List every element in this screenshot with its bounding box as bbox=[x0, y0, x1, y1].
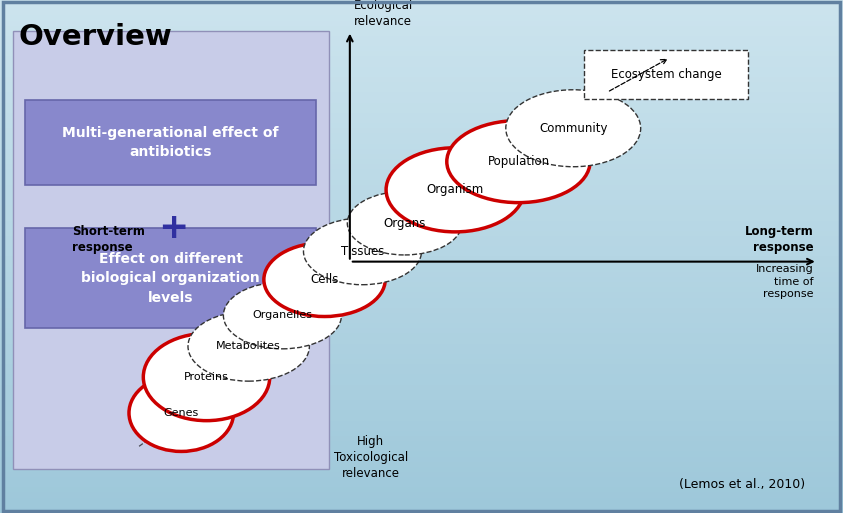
Ellipse shape bbox=[506, 90, 641, 167]
Text: Long-term
response: Long-term response bbox=[744, 225, 813, 254]
FancyBboxPatch shape bbox=[584, 50, 749, 98]
Ellipse shape bbox=[447, 121, 590, 203]
Ellipse shape bbox=[129, 374, 234, 451]
Text: Increasing
Ecological
relevance: Increasing Ecological relevance bbox=[354, 0, 415, 28]
FancyBboxPatch shape bbox=[13, 31, 329, 469]
Text: Increasing
time of
response: Increasing time of response bbox=[755, 264, 813, 299]
FancyBboxPatch shape bbox=[25, 228, 316, 328]
Ellipse shape bbox=[386, 148, 524, 232]
Text: Population: Population bbox=[487, 155, 550, 168]
FancyArrowPatch shape bbox=[251, 325, 298, 367]
Text: Community: Community bbox=[539, 122, 608, 135]
Text: Organelles: Organelles bbox=[252, 310, 313, 321]
Text: Genes: Genes bbox=[164, 408, 199, 418]
Text: Organism: Organism bbox=[427, 183, 484, 196]
Text: Metabolites: Metabolites bbox=[217, 341, 281, 351]
Ellipse shape bbox=[223, 282, 341, 349]
Text: +: + bbox=[158, 211, 188, 245]
Text: Ecosystem change: Ecosystem change bbox=[610, 68, 722, 81]
Ellipse shape bbox=[347, 191, 462, 255]
Text: Short-term
response: Short-term response bbox=[72, 225, 144, 254]
Text: Organs: Organs bbox=[384, 216, 426, 230]
Text: Effect on different
biological organization
levels: Effect on different biological organizat… bbox=[81, 252, 260, 305]
FancyArrowPatch shape bbox=[373, 235, 420, 279]
Ellipse shape bbox=[264, 243, 385, 317]
Text: Tissues: Tissues bbox=[341, 245, 384, 258]
FancyArrowPatch shape bbox=[479, 159, 525, 202]
Text: High
Toxicological
relevance: High Toxicological relevance bbox=[334, 435, 408, 480]
Ellipse shape bbox=[143, 333, 270, 421]
Text: Proteins: Proteins bbox=[184, 372, 229, 382]
Text: Multi-generational effect of
antibiotics: Multi-generational effect of antibiotics bbox=[62, 126, 279, 159]
Ellipse shape bbox=[188, 311, 309, 381]
FancyBboxPatch shape bbox=[25, 100, 316, 185]
Text: Cells: Cells bbox=[310, 273, 339, 286]
Text: (Lemos et al., 2010): (Lemos et al., 2010) bbox=[679, 479, 805, 491]
Text: Overview: Overview bbox=[19, 23, 172, 51]
Ellipse shape bbox=[303, 218, 422, 285]
